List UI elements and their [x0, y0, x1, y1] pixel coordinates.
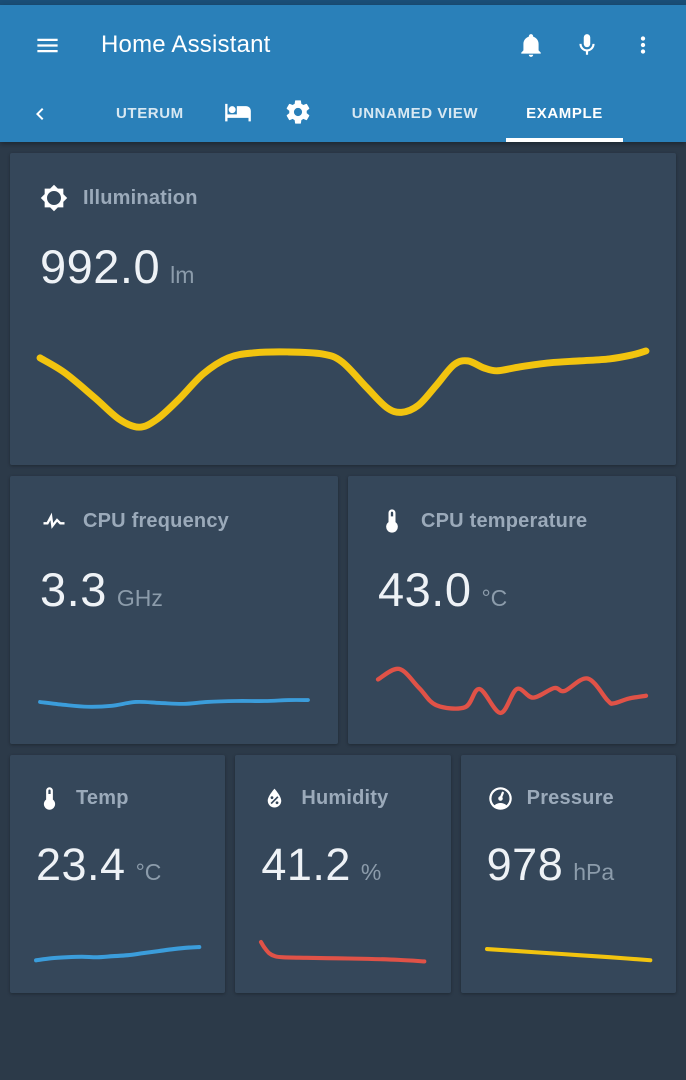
sparkline-chart — [38, 697, 310, 709]
tabs: UTERUM UNNAMED VIEW EXAMPLE — [92, 85, 627, 142]
menu-icon — [34, 32, 61, 59]
bed-icon — [224, 98, 252, 130]
chevron-left-icon — [28, 102, 52, 126]
sensor-value: 978 — [486, 839, 564, 890]
tab-uterum[interactable]: UTERUM — [92, 85, 208, 142]
overflow-menu-button[interactable] — [624, 26, 662, 64]
card-value-row: 992.0 lm — [40, 239, 646, 294]
card-value-row: 3.3 GHz — [40, 562, 308, 617]
sparkline-chart — [36, 347, 650, 431]
card-label: Illumination — [83, 186, 198, 209]
card-label: Humidity — [301, 787, 389, 809]
sparkline-chart — [259, 939, 427, 963]
card-header: Temp — [36, 785, 199, 812]
card-value-row: 23.4 °C — [36, 839, 199, 891]
card-value-row: 41.2 % — [261, 839, 424, 891]
card-header: CPU frequency — [40, 507, 308, 535]
thermometer-icon — [378, 507, 406, 535]
voice-button[interactable] — [568, 26, 606, 64]
brightness-icon — [40, 184, 68, 212]
gauge-icon — [487, 785, 514, 812]
pulse-icon — [40, 507, 68, 535]
thermometer-icon — [36, 785, 63, 812]
card-pressure[interactable]: Pressure 978 hPa — [460, 755, 676, 993]
app-actions — [512, 26, 662, 64]
card-row-3: Temp 23.4 °C Humidity 41.2 % — [10, 755, 676, 993]
sparkline-chart — [34, 944, 202, 962]
card-row-2: CPU frequency 3.3 GHz CPU temperature 43… — [10, 476, 676, 744]
header-chrome: Home Assistant — [0, 5, 686, 142]
tab-unnamed-view[interactable]: UNNAMED VIEW — [328, 85, 502, 142]
tabs-scroll-left-button[interactable] — [22, 96, 58, 132]
app-bar: Home Assistant — [0, 5, 686, 85]
app-title: Home Assistant — [101, 31, 271, 58]
card-temp[interactable]: Temp 23.4 °C — [10, 755, 226, 993]
sensor-unit: GHz — [116, 585, 163, 611]
dashboard: Illumination 992.0 lm CPU frequency 3.3 … — [0, 142, 686, 1080]
card-cpu-temperature[interactable]: CPU temperature 43.0 °C — [348, 476, 676, 744]
menu-button[interactable] — [28, 26, 67, 65]
card-header: CPU temperature — [378, 507, 646, 535]
notifications-button[interactable] — [512, 26, 550, 64]
status-bar — [0, 0, 686, 5]
card-illumination[interactable]: Illumination 992.0 lm — [10, 153, 676, 465]
card-cpu-frequency[interactable]: CPU frequency 3.3 GHz — [10, 476, 338, 744]
sensor-value: 41.2 — [261, 839, 351, 890]
sensor-value: 3.3 — [40, 563, 107, 616]
card-label: CPU frequency — [83, 509, 229, 532]
sensor-unit: lm — [170, 262, 195, 288]
gear-icon — [284, 98, 312, 130]
bell-icon — [518, 32, 544, 58]
sensor-unit: hPa — [573, 859, 615, 885]
tab-settings[interactable] — [268, 85, 328, 142]
card-label: Temp — [76, 787, 129, 809]
card-value-row: 43.0 °C — [378, 562, 646, 617]
card-header: Illumination — [40, 184, 646, 212]
sensor-value: 43.0 — [378, 563, 472, 616]
tab-bar: UTERUM UNNAMED VIEW EXAMPLE — [0, 85, 686, 142]
sensor-unit: °C — [135, 859, 162, 885]
sensor-unit: % — [360, 859, 382, 885]
card-header: Pressure — [487, 785, 650, 812]
dots-vertical-icon — [630, 32, 656, 58]
card-value-row: 978 hPa — [487, 839, 650, 891]
sparkline-chart — [375, 666, 649, 716]
sensor-value: 992.0 — [40, 240, 161, 293]
sparkline-chart — [484, 946, 653, 962]
sensor-unit: °C — [481, 585, 508, 611]
sensor-value: 23.4 — [36, 839, 126, 890]
card-header: Humidity — [261, 785, 424, 812]
card-label: CPU temperature — [421, 509, 588, 532]
tab-bedroom[interactable] — [208, 85, 268, 142]
card-humidity[interactable]: Humidity 41.2 % — [235, 755, 451, 993]
tab-example[interactable]: EXAMPLE — [502, 85, 627, 142]
water-percent-icon — [261, 785, 288, 812]
microphone-icon — [574, 32, 600, 58]
card-label: Pressure — [526, 787, 614, 809]
